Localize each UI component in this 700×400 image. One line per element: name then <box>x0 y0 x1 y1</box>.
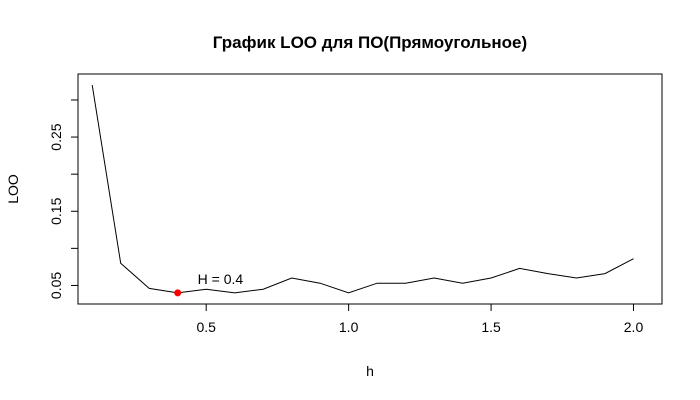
series-layer <box>91 85 634 294</box>
x-tick-label: 1.5 <box>481 319 501 335</box>
x-tick-label: 1.0 <box>339 319 359 335</box>
x-tick-label: 2.0 <box>624 319 644 335</box>
x-tick-label: 0.5 <box>196 319 216 335</box>
y-tick-label: 0.05 <box>48 272 64 299</box>
min-point-marker <box>174 289 182 297</box>
plot-frame <box>77 73 663 305</box>
chart-title: График LOO для ПО(Прямоугольное) <box>213 33 527 52</box>
x-axis-label: h <box>366 363 374 379</box>
marker-layer <box>174 289 182 297</box>
y-tick-label: 0.15 <box>48 197 64 224</box>
x-axis: 0.5 1.0 1.5 2.0 <box>196 303 644 335</box>
y-axis-label: LOO <box>5 174 21 204</box>
annotation-min-h: H = 0.4 <box>198 271 244 287</box>
y-tick-label: 0.25 <box>48 123 64 150</box>
loo-series-line <box>91 85 634 294</box>
y-axis: 0.05 0.15 0.25 <box>48 99 79 299</box>
